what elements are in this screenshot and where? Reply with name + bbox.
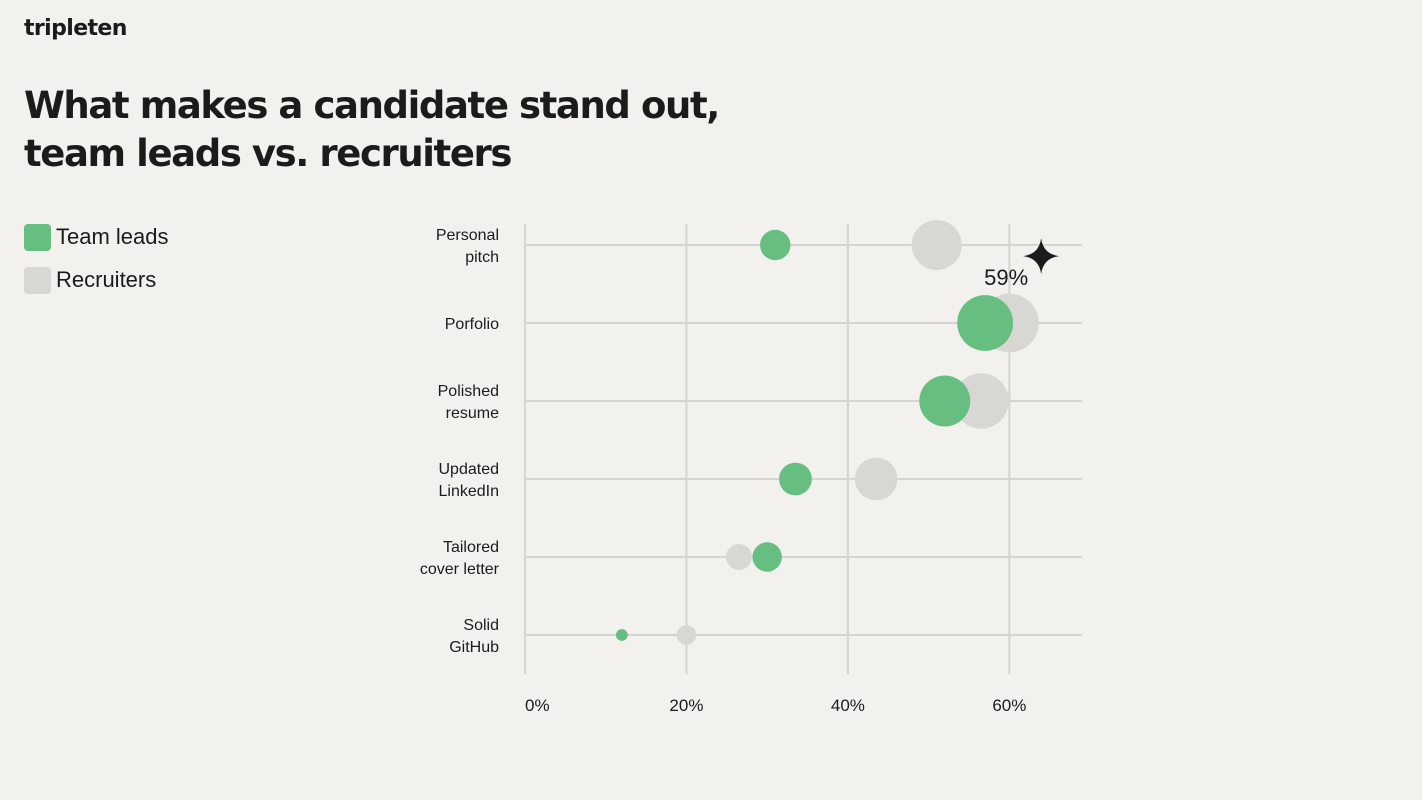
- category-label: Solid: [463, 617, 499, 634]
- x-tick-label: 60%: [992, 696, 1026, 715]
- category-label: Tailored: [443, 539, 499, 556]
- category-label: pitch: [465, 249, 499, 266]
- annotation-label: 59%: [984, 265, 1028, 290]
- category-label: cover letter: [420, 561, 500, 578]
- bubble-team-leads: [957, 295, 1014, 351]
- bubble-team-leads: [919, 375, 971, 427]
- sparkle-icon: [1023, 238, 1060, 275]
- bubble-team-leads: [760, 229, 791, 261]
- bubble-recruiters: [854, 457, 898, 501]
- legend-label-team-leads: Team leads: [56, 224, 169, 249]
- category-label: Porfolio: [445, 316, 499, 333]
- bubble-team-leads: [779, 462, 812, 496]
- category-label: LinkedIn: [439, 483, 500, 500]
- bubble-team-leads: [752, 542, 782, 572]
- bubble-team-leads: [615, 629, 628, 641]
- legend-swatch-team-leads: [24, 223, 51, 251]
- legend-item-recruiters: Recruiters: [24, 266, 169, 294]
- x-tick-label: 40%: [831, 696, 865, 715]
- category-label: resume: [446, 405, 499, 422]
- legend-label-recruiters: Recruiters: [56, 267, 157, 292]
- tripleten-logo: tripleten: [24, 16, 127, 41]
- category-label: Polished: [438, 383, 499, 400]
- bubble-recruiters: [911, 220, 962, 270]
- category-label: Personal: [436, 227, 499, 244]
- category-label: GitHub: [449, 639, 499, 656]
- bubble-recruiters: [953, 373, 1009, 429]
- x-tick-label: 20%: [669, 696, 703, 715]
- chart-legend: Team leads Recruiters: [24, 223, 169, 309]
- x-tick-label: 0%: [525, 696, 550, 715]
- legend-item-team-leads: Team leads: [24, 223, 169, 251]
- bubble-recruiters: [725, 544, 752, 570]
- page-title: What makes a candidate stand out, team l…: [24, 84, 720, 175]
- bubble-recruiters: [676, 625, 697, 645]
- category-label: Updated: [439, 461, 500, 478]
- legend-swatch-recruiters: [24, 266, 51, 294]
